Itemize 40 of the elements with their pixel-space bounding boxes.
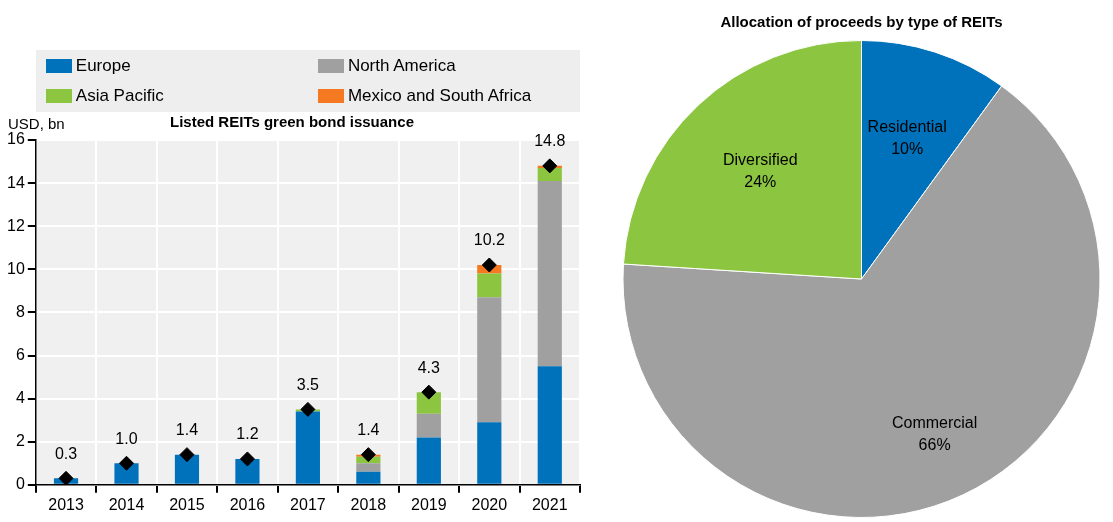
total-label: 0.3 xyxy=(54,444,78,462)
data-label: 24% xyxy=(744,172,777,190)
y-tick-label: 14 xyxy=(7,173,25,191)
y-tick-label: 6 xyxy=(15,345,25,363)
x-tick-label: 2018 xyxy=(350,495,387,513)
total-label: 14.8 xyxy=(534,132,566,150)
x-tick-label: 2021 xyxy=(531,495,568,513)
y-axis-title: USD, bn xyxy=(8,114,65,132)
chart-title: Allocation of proceeds by type of REITs xyxy=(720,13,1003,31)
y-tick-label: 12 xyxy=(7,216,25,234)
data-label: 10% xyxy=(891,139,924,157)
legend-label: North America xyxy=(347,56,456,76)
x-tick-label: 2019 xyxy=(411,495,447,513)
x-tick-label: 2016 xyxy=(229,495,266,513)
slice-label: Commercial xyxy=(891,413,978,431)
y-tick-label: 10 xyxy=(7,259,25,277)
total-label: 1.4 xyxy=(175,421,199,439)
chart-title: Listed REITs green bond issuance xyxy=(170,113,414,131)
x-tick-label: 2020 xyxy=(471,495,508,513)
legend-label: Europe xyxy=(75,56,131,76)
x-tick-label: 2014 xyxy=(108,495,145,513)
x-tick-label: 2013 xyxy=(48,495,84,513)
total-label: 1.2 xyxy=(236,425,259,443)
total-label: 10.2 xyxy=(473,231,505,249)
y-tick-label: 2 xyxy=(15,432,25,450)
slice-label: Diversified xyxy=(722,150,798,168)
legend-label: Mexico and South Africa xyxy=(347,86,532,106)
legend-label: Asia Pacific xyxy=(75,86,164,106)
total-label: 4.3 xyxy=(417,358,441,376)
total-label: 1.0 xyxy=(115,429,138,447)
x-tick-label: 2015 xyxy=(169,495,205,513)
y-tick-label: 4 xyxy=(15,389,25,407)
y-tick-label: 0 xyxy=(15,475,25,493)
x-tick-label: 2017 xyxy=(290,495,326,513)
total-label: 1.4 xyxy=(357,421,380,439)
total-label: 3.5 xyxy=(296,375,320,393)
data-label: 66% xyxy=(918,435,951,453)
y-tick-label: 16 xyxy=(7,130,25,148)
slice-label: Residential xyxy=(867,117,947,135)
y-tick-label: 8 xyxy=(15,302,25,320)
